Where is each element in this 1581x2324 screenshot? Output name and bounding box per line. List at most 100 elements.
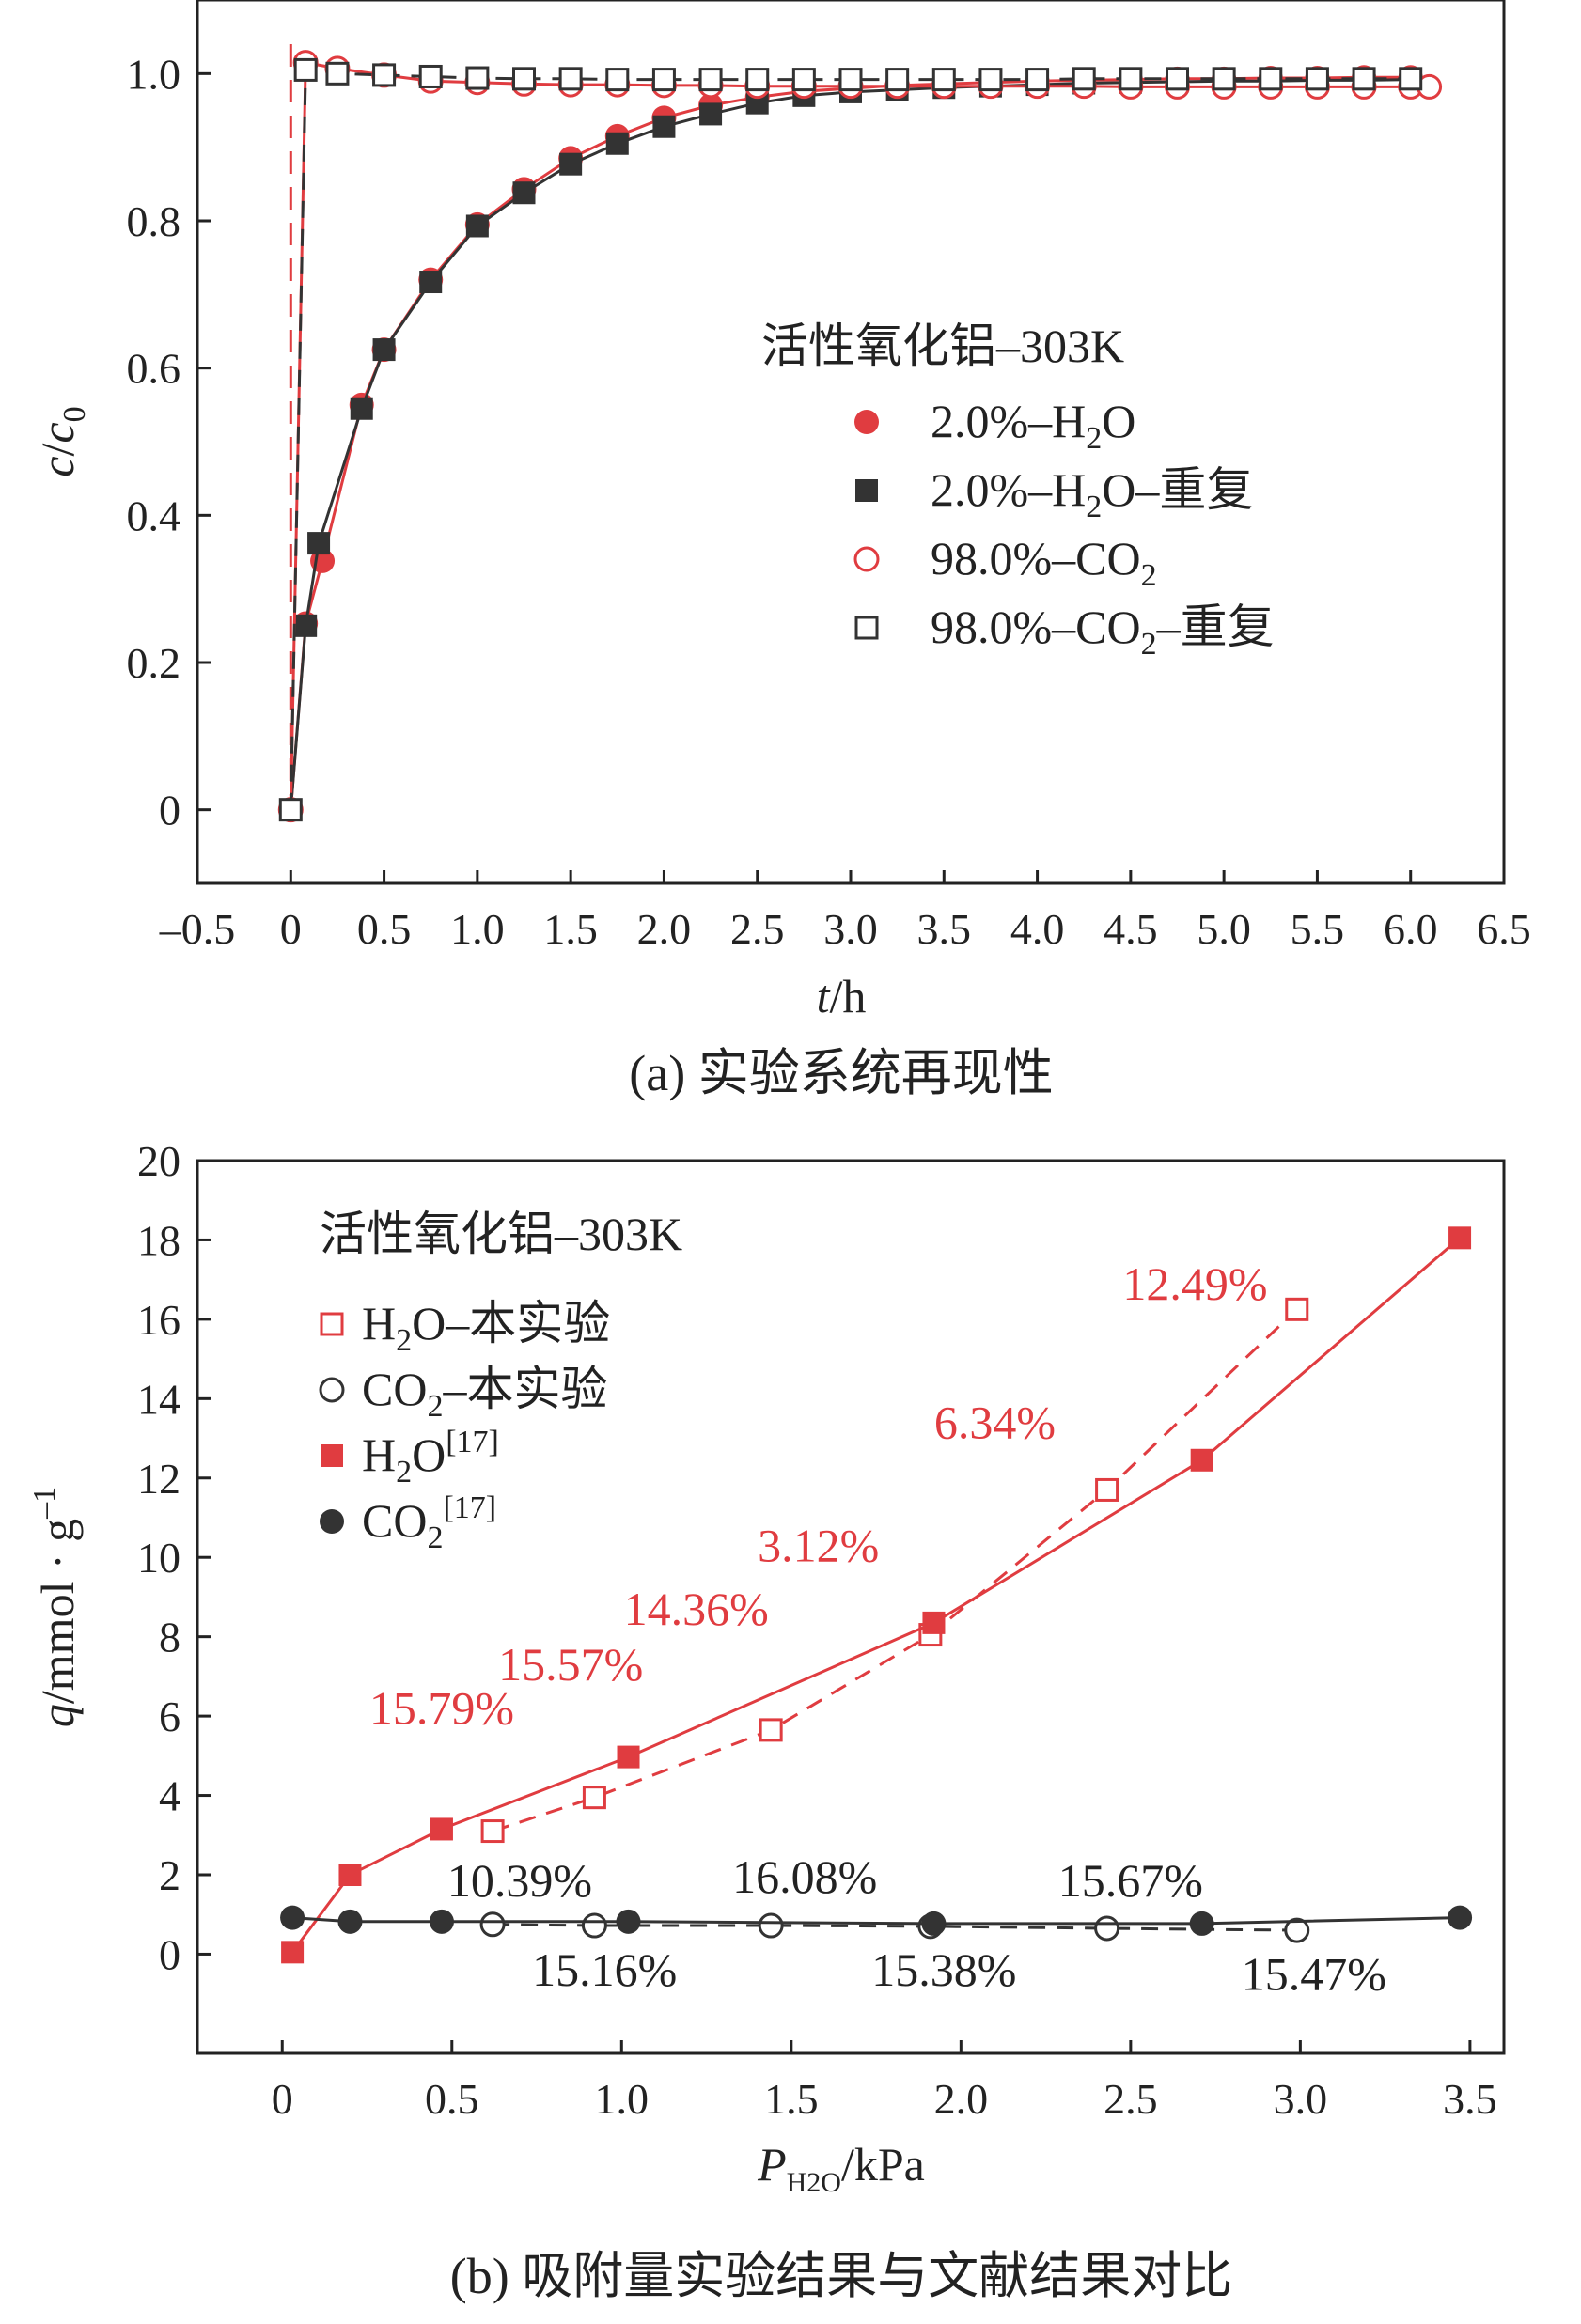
data-point (281, 1941, 305, 1964)
legend-marker (854, 410, 879, 434)
series-line (289, 75, 1411, 810)
x-tick-label: 0 (280, 905, 302, 953)
legend-marker (855, 479, 878, 502)
data-point (605, 132, 629, 155)
data-point (978, 68, 1003, 92)
y-tick-label: 0.8 (127, 197, 181, 245)
x-tick-label: –0.5 (159, 905, 236, 953)
series-line (291, 1916, 1461, 1926)
x-tick-label: 6.5 (1477, 905, 1531, 953)
y-tick-label: 1.0 (127, 50, 181, 98)
data-point (617, 1745, 640, 1769)
series-0 (278, 65, 1423, 822)
data-point (1189, 1911, 1214, 1936)
y-tick-label: 10 (137, 1534, 180, 1582)
panel-a-chart-title: 活性氧化铝–303K (761, 320, 1124, 372)
panel-a-x-axis-label: t/h (817, 970, 867, 1022)
panel-b-percentage-annotations: 15.79%15.57%14.36% 3.12% 6.34% 12.49% 10.39%… (369, 1257, 1386, 2001)
panel-a-y-axis: 0 0.2 0.4 0.6 0.8 1.0 (127, 50, 211, 834)
x-tick-label: 3.0 (823, 905, 878, 953)
legend-entry-label: H2O–本实验 (362, 1297, 610, 1358)
series-1 (479, 1911, 1310, 1943)
x-tick-label: 5.0 (1197, 905, 1251, 953)
y-tick-label: 14 (137, 1375, 180, 1423)
data-point (512, 181, 536, 205)
panel-b-series-group (280, 1226, 1473, 1964)
h2o-deviation-label: 12.49% (1122, 1257, 1267, 1310)
data-point (294, 614, 318, 637)
panel-a-caption: (a) 实验系统再现性 (629, 1045, 1053, 1101)
data-point (582, 1786, 606, 1810)
data-point (559, 152, 583, 176)
data-point (280, 1905, 305, 1930)
data-point (419, 271, 443, 294)
legend-marker (321, 1444, 343, 1467)
data-point (1212, 67, 1236, 91)
panel-a-x-axis: –0.5 0 0.5 1.0 1.5 2.0 2.5 3.0 3.5 4.0 4.5 5.0 5.5 6.… (159, 870, 1531, 953)
panel-b-x-axis: 0 0.5 1.0 1.5 2.0 2.5 3.0 3.5 (272, 2040, 1497, 2123)
co2-deviation-label: 16.08% (732, 1850, 877, 1903)
data-point (791, 68, 816, 92)
x-tick-label: 2.5 (1104, 2075, 1158, 2123)
data-point (372, 338, 396, 362)
y-tick-label: 2 (159, 1851, 180, 1899)
panel-b-plot-frame (196, 1159, 1506, 2055)
panel-b-x-axis-label: PH2O/kPa (757, 2138, 925, 2198)
data-point (1305, 67, 1329, 91)
data-point (1119, 67, 1143, 91)
legend-marker (320, 1312, 344, 1336)
data-point (1259, 67, 1283, 91)
x-tick-label: 2.0 (637, 905, 692, 953)
data-point (838, 68, 863, 92)
co2-deviation-label: 15.16% (532, 1943, 677, 1996)
x-tick-label: 0.5 (425, 2075, 479, 2123)
data-point (1094, 1915, 1120, 1942)
legend-marker (854, 616, 879, 640)
y-tick-label: 6 (159, 1692, 180, 1740)
legend-entry-label: 98.0%–CO2–重复 (931, 600, 1275, 662)
data-point (338, 1864, 362, 1886)
co2-deviation-label: 15.47% (1242, 1947, 1386, 2000)
legend-entry-label: H2O[17] (362, 1425, 499, 1490)
y-tick-label: 20 (137, 1137, 180, 1185)
data-point (372, 63, 397, 87)
series-3 (280, 1905, 1473, 1936)
data-point (921, 1911, 947, 1936)
data-point (759, 1718, 783, 1742)
co2-deviation-label: 10.39% (447, 1854, 592, 1907)
data-point (1448, 1905, 1473, 1930)
co2-deviation-label: 15.67% (1058, 1854, 1203, 1907)
panel-b-y-axis-label: q/mmol · g–1 (27, 1487, 84, 1727)
legend-entry-label: CO2[17] (362, 1490, 496, 1555)
data-point (1285, 1297, 1309, 1321)
h2o-deviation-label: 3.12% (758, 1519, 879, 1571)
data-point (931, 68, 956, 92)
y-tick-label: 8 (159, 1614, 180, 1661)
data-point (307, 532, 331, 555)
legend-entry-label: 98.0%–CO2 (931, 532, 1157, 593)
y-tick-label: 0 (159, 1930, 180, 1978)
panel-a-series-group (277, 50, 1443, 823)
x-tick-label: 4.5 (1104, 905, 1158, 953)
x-tick-label: 3.5 (917, 905, 972, 953)
series-line (289, 60, 1430, 810)
data-point (429, 1909, 454, 1934)
data-point (479, 1911, 506, 1938)
data-point (325, 61, 350, 86)
series-1 (279, 68, 1422, 821)
series-2 (281, 1226, 1472, 1964)
co2-deviation-label: 15.38% (871, 1943, 1016, 1996)
legend-entry-label: 2.0%–H2O–重复 (931, 463, 1253, 524)
data-point (1166, 67, 1189, 91)
data-point (512, 67, 536, 91)
data-point (885, 68, 910, 92)
legend-entry-label: CO2–本实验 (362, 1363, 607, 1424)
legend-marker (320, 1509, 344, 1534)
data-point (1352, 67, 1376, 91)
data-point (745, 68, 770, 92)
data-point (605, 68, 630, 92)
y-tick-label: 16 (137, 1296, 180, 1344)
data-point (278, 798, 303, 822)
